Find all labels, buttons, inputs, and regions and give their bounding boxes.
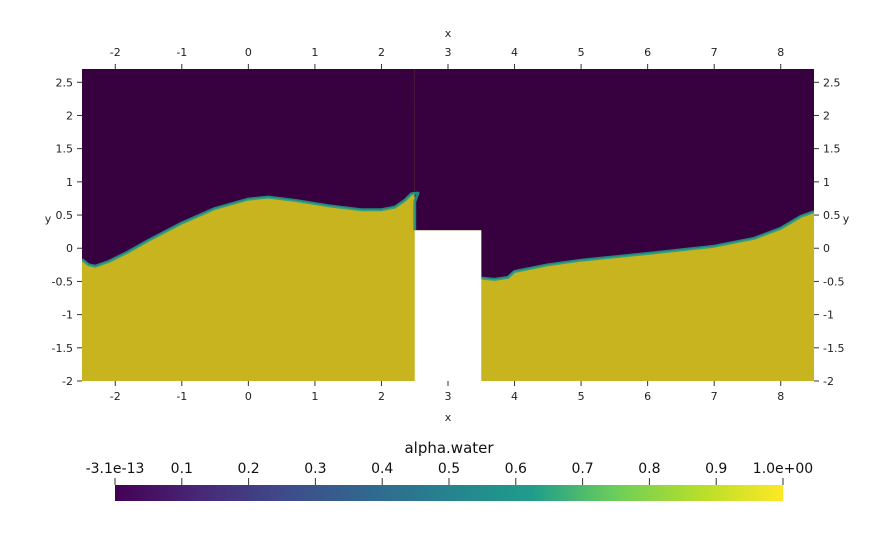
- y-tick-label-left: 2.5: [56, 76, 74, 89]
- y-tick-label-right: 2: [823, 109, 830, 122]
- y-tick-label-left: 1.5: [56, 143, 74, 156]
- x-tick-label-top: -2: [110, 46, 121, 59]
- colorbar-tick-label: 0.7: [571, 461, 593, 477]
- y-tick-label-right: -0.5: [823, 275, 844, 288]
- y-tick-label-right: -1.5: [823, 342, 844, 355]
- x-tick-label-top: 3: [445, 46, 452, 59]
- colorbar-tick-label: 1.0e+00: [753, 461, 813, 477]
- x-tick-label-bottom: -2: [110, 390, 121, 403]
- colorbar-title: alpha.water: [404, 439, 494, 457]
- colorbar-tick-label: 0.6: [505, 461, 527, 477]
- y-tick-label-right: 1.5: [823, 143, 841, 156]
- colorbar-tick-label: 0.5: [438, 461, 460, 477]
- x-tick-label-top: 0: [245, 46, 252, 59]
- y-tick-label-right: 2.5: [823, 76, 841, 89]
- colorbar-ticks: -3.1e-13 0.1 0.2 0.3 0.4 0.5 0.6 0.7 0.8 0.9 1.0e+…: [86, 461, 813, 485]
- x-tick-label-top: 5: [578, 46, 585, 59]
- x-tick-label-top: 4: [511, 46, 518, 59]
- x-axis-title-bottom: x: [445, 411, 452, 424]
- y-tick-label-left: -1: [62, 309, 73, 322]
- x-tick-label-bottom: 1: [311, 390, 318, 403]
- y-tick-label-right: -1: [823, 309, 834, 322]
- colorbar-tick-label: -3.1e-13: [86, 461, 145, 477]
- x-tick-label-bottom: 2: [378, 390, 385, 403]
- obstacle-block: [414, 230, 482, 381]
- y-tick-label-right: -2: [823, 375, 834, 388]
- colorbar-tick-label: 0.3: [304, 461, 326, 477]
- x-tick-label-bottom: -1: [176, 390, 187, 403]
- x-tick-label-bottom: 8: [777, 390, 784, 403]
- x-axis-title-top: x: [445, 27, 452, 40]
- y-tick-label-right: 1: [823, 176, 830, 189]
- colorbar-tick-label: 0.8: [638, 461, 660, 477]
- x-tick-label-top: 7: [711, 46, 718, 59]
- y-axis-title-left: y: [45, 212, 52, 225]
- y-axis-title-right: y: [843, 212, 850, 225]
- x-tick-label-bottom: 5: [578, 390, 585, 403]
- y-tick-label-left: 1: [66, 176, 73, 189]
- y-tick-label-right: 0: [823, 242, 830, 255]
- y-tick-label-left: -1.5: [52, 342, 73, 355]
- x-tick-label-top: 6: [644, 46, 651, 59]
- air-region-left: [82, 69, 419, 267]
- colorbar-tick-label: 0.2: [237, 461, 259, 477]
- x-tick-label-bottom: 0: [245, 390, 252, 403]
- free-surface-right: [481, 210, 814, 281]
- x-tick-label-top: -1: [176, 46, 187, 59]
- x-tick-label-bottom: 4: [511, 390, 518, 403]
- x-tick-label-top: 8: [777, 46, 784, 59]
- y-tick-label-left: 2: [66, 109, 73, 122]
- x-tick-label-bottom: 7: [711, 390, 718, 403]
- y-tick-label-left: 0.5: [56, 209, 74, 222]
- y-tick-label-right: 0.5: [823, 209, 841, 222]
- air-region-right: [414, 69, 814, 280]
- colorbar-gradient: [115, 485, 783, 501]
- x-tick-label-top: 2: [378, 46, 385, 59]
- y-tick-label-left: 0: [66, 242, 73, 255]
- axis-ticks: -2 -2 -1 -1 0 0 1 1 2 2 3 3 4 4 5 5 6 6 7 7 8 8 -2 -2 -1.5 -1.5 -1…: [52, 46, 845, 403]
- colorbar-tick-label: 0.9: [705, 461, 727, 477]
- colorbar-tick-label: 0.1: [171, 461, 193, 477]
- plot-area: [82, 69, 814, 381]
- colorbar-tick-label: 0.4: [371, 461, 393, 477]
- free-surface-left: [82, 191, 420, 268]
- x-tick-label-bottom: 6: [644, 390, 651, 403]
- colorbar: alpha.water -3.1e-13 0.1 0.2 0.3 0.4 0.5 0.6 0.…: [86, 439, 813, 501]
- x-tick-label-top: 1: [311, 46, 318, 59]
- x-tick-label-bottom: 3: [445, 390, 452, 403]
- y-tick-label-left: -2: [62, 375, 73, 388]
- y-tick-label-left: -0.5: [52, 275, 73, 288]
